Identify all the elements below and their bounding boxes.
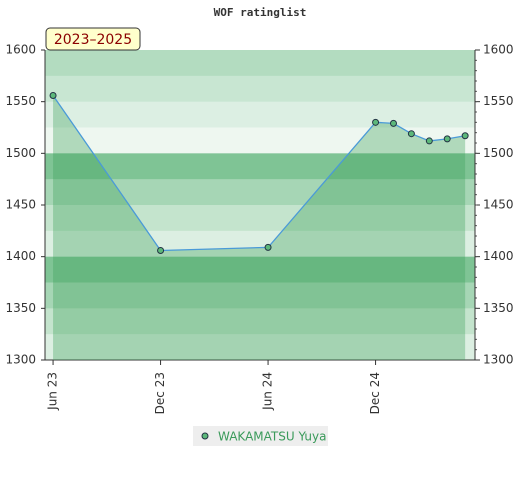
x-tick-label: Jun 23 [46, 372, 60, 411]
point [157, 246, 165, 254]
background-band [45, 230, 475, 258]
background-band [45, 205, 475, 232]
x-tick-label: Dec 23 [153, 372, 167, 414]
point [443, 135, 451, 143]
point [389, 119, 397, 127]
legend-box [193, 426, 328, 446]
badge: 2023–2025 [54, 32, 132, 48]
background-band [45, 282, 475, 309]
x-tick-label: Jun 24 [261, 372, 275, 411]
y-tick-label: 1500 [5, 146, 36, 160]
point [264, 243, 272, 251]
y2-tick-label: 1450 [483, 198, 514, 212]
y-tick-label: 1300 [5, 353, 36, 367]
point [49, 91, 57, 99]
y-tick-label: 1350 [5, 301, 36, 315]
x-tick-label: Dec 24 [368, 372, 382, 414]
y2-tick-label: 1350 [483, 301, 514, 315]
y2-tick-label: 1500 [483, 146, 514, 160]
point [407, 130, 415, 138]
y-tick-label: 1450 [5, 198, 36, 212]
y2-tick-label: 1600 [483, 43, 514, 57]
point [425, 137, 433, 145]
y2-tick-label: 1400 [483, 249, 514, 263]
y2-tick-label: 1550 [483, 94, 514, 108]
background-band [45, 101, 475, 128]
background-band [45, 179, 475, 206]
y-tick-label: 1400 [5, 249, 36, 263]
legend-label: WAKAMATSU Yuya [218, 430, 326, 444]
background-band [45, 308, 475, 335]
point [461, 132, 469, 140]
chart-title: WOF ratinglist [214, 6, 307, 19]
badge-box [45, 27, 141, 51]
background-band [45, 153, 475, 180]
y-tick-label: 1550 [5, 94, 36, 108]
y-tick-label: 1600 [5, 43, 36, 57]
background-band [45, 334, 475, 361]
background-band [45, 127, 475, 154]
background-band [45, 50, 475, 77]
background-band [45, 256, 475, 283]
area [53, 95, 466, 360]
background-band [45, 75, 475, 103]
y2-tick-label: 1300 [483, 353, 514, 367]
point [372, 118, 380, 126]
legend-marker [201, 432, 209, 440]
